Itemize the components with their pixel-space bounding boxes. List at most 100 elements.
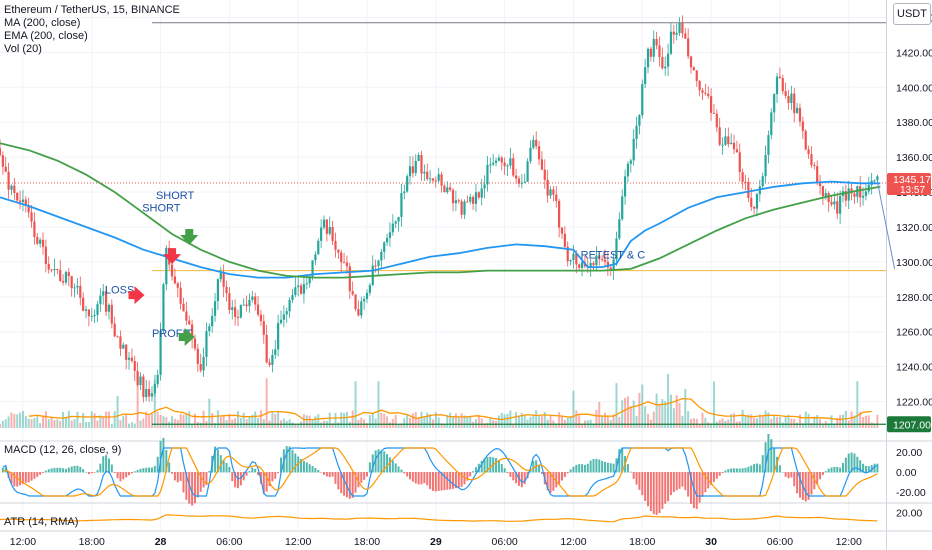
volume-bar [669, 394, 672, 428]
macd-histogram [1, 433, 879, 515]
candle-body [193, 338, 197, 349]
candle-body [268, 362, 271, 365]
candle-body [575, 253, 578, 265]
macd-hist-bar [222, 459, 225, 473]
volume-bar [566, 417, 569, 428]
volume-bar [862, 416, 865, 428]
candle-body [443, 185, 446, 193]
candle-body [821, 186, 825, 197]
volume-bar [374, 418, 377, 428]
currency-button[interactable]: USDT [893, 3, 931, 25]
candle-body [712, 112, 716, 114]
candle [532, 135, 535, 150]
candle [744, 174, 747, 191]
macd-hist-bar [325, 472, 328, 477]
candle [231, 300, 234, 320]
volume-bar [351, 410, 354, 428]
volume-bar [801, 423, 804, 428]
volume-bar [701, 412, 704, 428]
candle-body [242, 304, 245, 306]
candle [21, 190, 25, 212]
time-tick-label: 12:00 [560, 536, 586, 548]
candle [165, 245, 168, 291]
annotation-label: SHORT [156, 190, 195, 202]
candle-body [153, 384, 156, 394]
volume-bar [7, 416, 10, 428]
macd-hist-bar [388, 457, 391, 473]
candle-body [414, 160, 417, 174]
macd-hist-bar [16, 472, 19, 487]
candle-body [692, 67, 695, 71]
volume-bar [830, 415, 833, 428]
macd-hist-bar [778, 465, 781, 473]
volume-bar [821, 423, 824, 428]
grid-lines [0, 0, 886, 530]
volume-bar [434, 412, 437, 428]
candle-body [0, 148, 2, 156]
candle-body [113, 323, 116, 337]
candle-body [449, 187, 452, 190]
candle [328, 216, 331, 236]
volume-bar [641, 384, 644, 428]
macd-hist-bar [658, 472, 661, 514]
macd-hist-bar [644, 472, 647, 501]
candle-body [363, 299, 366, 302]
volume-bar [314, 416, 317, 428]
current-price-tag [887, 173, 931, 196]
macd-hist-bar [317, 469, 320, 473]
volume-bar [56, 419, 59, 428]
candle [555, 186, 558, 208]
volume-bar [73, 419, 76, 428]
candle [248, 293, 251, 313]
macd-hist-bar [704, 472, 707, 493]
candle-body [801, 121, 804, 131]
macd-hist-bar [113, 472, 116, 473]
macd-hist-bar [130, 472, 133, 474]
candle-body [704, 92, 707, 94]
macd-hist-bar [1, 467, 4, 473]
candle [621, 189, 624, 221]
macd-hist-bar [300, 458, 303, 473]
candle-body [512, 158, 515, 176]
volume-bar [578, 415, 581, 428]
volume-bar [182, 414, 185, 428]
volume-bar [274, 414, 277, 428]
volume-bar [39, 423, 42, 428]
candle-body [156, 374, 159, 385]
candle-body [365, 292, 369, 300]
volume-bar [721, 418, 724, 428]
volume-bar [592, 423, 595, 428]
candle [537, 141, 541, 165]
candle-body [644, 67, 647, 85]
candle [354, 294, 357, 312]
macd-hist-bar [601, 460, 604, 473]
candle-body [698, 80, 701, 91]
candle [153, 380, 156, 397]
volume-bar [500, 413, 503, 428]
macd-hist-bar [787, 472, 790, 479]
volume-bar [27, 418, 30, 428]
candle-body [486, 164, 489, 185]
macd-hist-bar [540, 472, 543, 474]
macd-hist-bar [655, 472, 658, 515]
volume-bar [394, 415, 397, 428]
candle [325, 219, 328, 242]
candle [142, 374, 145, 403]
candle [331, 220, 334, 246]
candle [84, 305, 88, 319]
candle [523, 173, 526, 184]
time-tick-label: 12:00 [10, 536, 36, 548]
macd-hist-bar [67, 467, 70, 473]
candle-body [431, 178, 435, 181]
macd-hist-bar [423, 472, 426, 484]
volume-bar [707, 422, 710, 428]
candle [793, 87, 796, 123]
candle [796, 102, 799, 114]
macd-hist-bar [374, 450, 377, 473]
candle [816, 160, 819, 186]
volume-bar [695, 418, 698, 428]
candle [741, 168, 744, 189]
macd-hist-bar [24, 472, 27, 483]
candle [543, 159, 546, 189]
